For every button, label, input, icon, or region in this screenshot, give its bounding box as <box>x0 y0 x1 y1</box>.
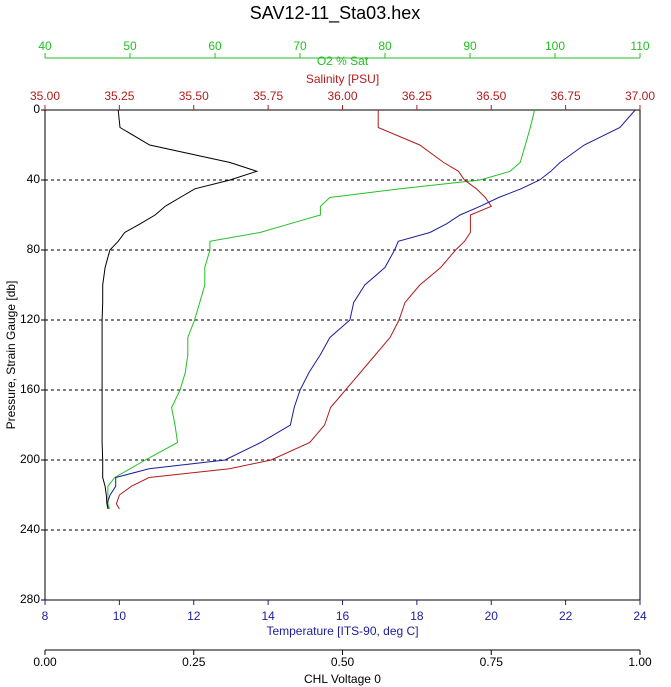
x-tick-label: 14 <box>261 609 275 623</box>
x-tick-label: 24 <box>633 609 647 623</box>
x-tick-label: 0.00 <box>33 655 57 669</box>
x-tick-label: 35.25 <box>104 89 134 103</box>
profile-line <box>106 109 636 510</box>
x-axis-label: CHL Voltage 0 <box>304 672 381 686</box>
x-tick-label: 70 <box>293 39 307 53</box>
x-tick-label: 35.00 <box>30 89 60 103</box>
x-axis-label: O2 % Sat <box>317 54 369 68</box>
x-tick-label: 0.25 <box>182 655 206 669</box>
y-tick-label: 120 <box>20 312 40 326</box>
x-tick-label: 1.00 <box>628 655 652 669</box>
x-tick-label: 35.50 <box>179 89 209 103</box>
x-tick-label: 10 <box>113 609 127 623</box>
x-tick-label: 18 <box>410 609 424 623</box>
x-tick-label: 16 <box>336 609 350 623</box>
x-tick-label: 0.75 <box>480 655 504 669</box>
y-tick-label: 80 <box>27 242 41 256</box>
x-tick-label: 22 <box>559 609 573 623</box>
y-tick-label: 200 <box>20 452 40 466</box>
x-tick-label: 100 <box>545 39 565 53</box>
x-axis-label: Salinity [PSU] <box>306 72 379 86</box>
x-tick-label: 20 <box>485 609 499 623</box>
x-tick-label: 80 <box>378 39 392 53</box>
x-tick-label: 36.25 <box>402 89 432 103</box>
x-tick-label: 36.75 <box>551 89 581 103</box>
x-tick-label: 12 <box>187 609 201 623</box>
profile-line <box>107 109 536 510</box>
x-tick-label: 37.00 <box>625 89 655 103</box>
y-tick-label: 0 <box>33 102 40 116</box>
y-tick-label: 240 <box>20 522 40 536</box>
profile-line <box>101 109 259 510</box>
y-tick-label: 160 <box>20 382 40 396</box>
x-tick-label: 90 <box>463 39 477 53</box>
x-tick-label: 35.75 <box>253 89 283 103</box>
x-tick-label: 36.50 <box>476 89 506 103</box>
x-tick-label: 40 <box>38 39 52 53</box>
chart-title: SAV12-11_Sta03.hex <box>250 3 420 24</box>
x-tick-label: 60 <box>208 39 222 53</box>
x-axis-label: Temperature [ITS-90, deg C] <box>266 624 418 638</box>
profile-line <box>115 110 493 510</box>
plot-frame <box>44 109 641 601</box>
y-tick-label: 40 <box>27 172 41 186</box>
x-tick-label: 0.50 <box>331 655 355 669</box>
x-tick-label: 36.00 <box>327 89 357 103</box>
y-axis-label: Pressure, Strain Gauge [db] <box>4 281 18 430</box>
x-tick-label: 8 <box>42 609 49 623</box>
y-tick-label: 280 <box>20 592 40 606</box>
x-tick-label: 50 <box>123 39 137 53</box>
x-tick-label: 110 <box>630 39 649 53</box>
